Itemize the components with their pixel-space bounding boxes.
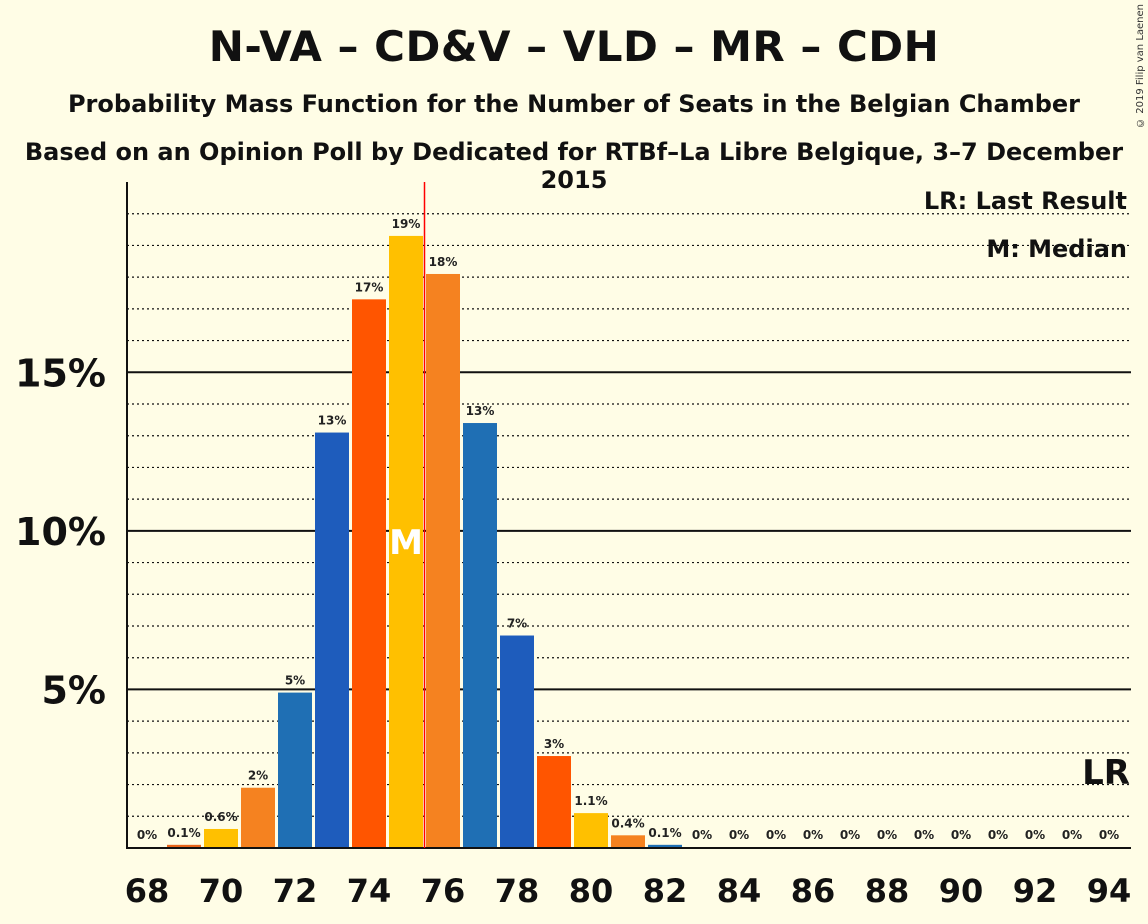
bar-label-77: 13%	[466, 404, 495, 418]
bar-label-92: 0%	[1025, 828, 1045, 842]
y-tick-labels: 5% 10% 15%	[15, 351, 106, 712]
x-tick-72: 72	[273, 872, 318, 910]
bar-label-83: 0%	[692, 828, 712, 842]
bars	[167, 235, 682, 848]
x-tick-86: 86	[791, 872, 836, 910]
last-result-marker: LR	[1082, 753, 1130, 793]
bar-label-84: 0%	[729, 828, 749, 842]
x-tick-84: 84	[717, 872, 762, 910]
x-tick-88: 88	[865, 872, 910, 910]
bar-69	[167, 844, 201, 848]
y-tick-15: 15%	[15, 351, 106, 395]
bar-78	[500, 635, 534, 848]
legend-median: M: Median	[986, 235, 1127, 263]
x-tick-70: 70	[199, 872, 244, 910]
x-tick-94: 94	[1087, 872, 1132, 910]
bar-74	[352, 299, 386, 848]
bar-80	[574, 813, 608, 848]
bar-label-70: 0.6%	[204, 810, 237, 824]
x-tick-76: 76	[421, 872, 466, 910]
chart-source: Based on an Opinion Poll by Dedicated fo…	[24, 138, 1124, 194]
bar-82	[648, 844, 682, 848]
chart-title: N-VA – CD&V – VLD – MR – CDH	[208, 22, 940, 71]
bar-labels: 0% 0.1% 0.6% 2% 5% 13% 17% 19% 18% 13% 7% 3% 1.1% 0.4…	[137, 217, 1119, 842]
bar-label-73: 13%	[318, 414, 347, 428]
bar-label-71: 2%	[248, 769, 268, 783]
bar-label-68: 0%	[137, 828, 157, 842]
x-tick-92: 92	[1013, 872, 1058, 910]
bar-label-75: 19%	[392, 217, 421, 231]
x-tick-90: 90	[939, 872, 984, 910]
bar-81	[611, 835, 645, 848]
bar-label-86: 0%	[803, 828, 823, 842]
x-tick-82: 82	[643, 872, 688, 910]
bar-label-69: 0.1%	[167, 826, 200, 840]
bar-77	[463, 423, 497, 848]
y-tick-5: 5%	[41, 668, 106, 712]
bar-75	[389, 235, 423, 848]
bar-label-87: 0%	[840, 828, 860, 842]
bar-71	[241, 787, 275, 848]
axes	[126, 182, 1131, 849]
bar-label-81: 0.4%	[611, 816, 644, 830]
chart-subtitle: Probability Mass Function for the Number…	[67, 90, 1081, 118]
bar-label-74: 17%	[355, 280, 384, 294]
bar-76	[426, 273, 460, 848]
chart-overlay: M LR	[389, 182, 1130, 848]
bar-label-93: 0%	[1062, 828, 1082, 842]
gridlines	[127, 213, 1131, 817]
x-tick-68: 68	[125, 872, 170, 910]
bar-79	[537, 756, 571, 848]
bar-label-82: 0.1%	[648, 826, 681, 840]
bar-label-90: 0%	[951, 828, 971, 842]
bar-73	[315, 432, 349, 848]
median-marker: M	[389, 523, 423, 563]
x-tick-labels: 68 70 72 74 76 78 80 82 84 86 88 90 92 94	[125, 872, 1132, 910]
bar-label-91: 0%	[988, 828, 1008, 842]
x-tick-80: 80	[569, 872, 614, 910]
y-tick-10: 10%	[15, 510, 106, 554]
bar-72	[278, 692, 312, 848]
bar-label-88: 0%	[877, 828, 897, 842]
bar-label-72: 5%	[285, 674, 305, 688]
x-tick-78: 78	[495, 872, 540, 910]
bar-label-79: 3%	[544, 737, 564, 751]
bar-label-94: 0%	[1099, 828, 1119, 842]
legend-last-result: LR: Last Result	[924, 187, 1127, 215]
bar-label-78: 7%	[507, 617, 527, 631]
bar-label-89: 0%	[914, 828, 934, 842]
x-tick-74: 74	[347, 872, 392, 910]
bar-70	[204, 828, 238, 848]
bar-label-80: 1.1%	[574, 794, 607, 808]
bar-label-76: 18%	[429, 255, 458, 269]
bar-label-85: 0%	[766, 828, 786, 842]
